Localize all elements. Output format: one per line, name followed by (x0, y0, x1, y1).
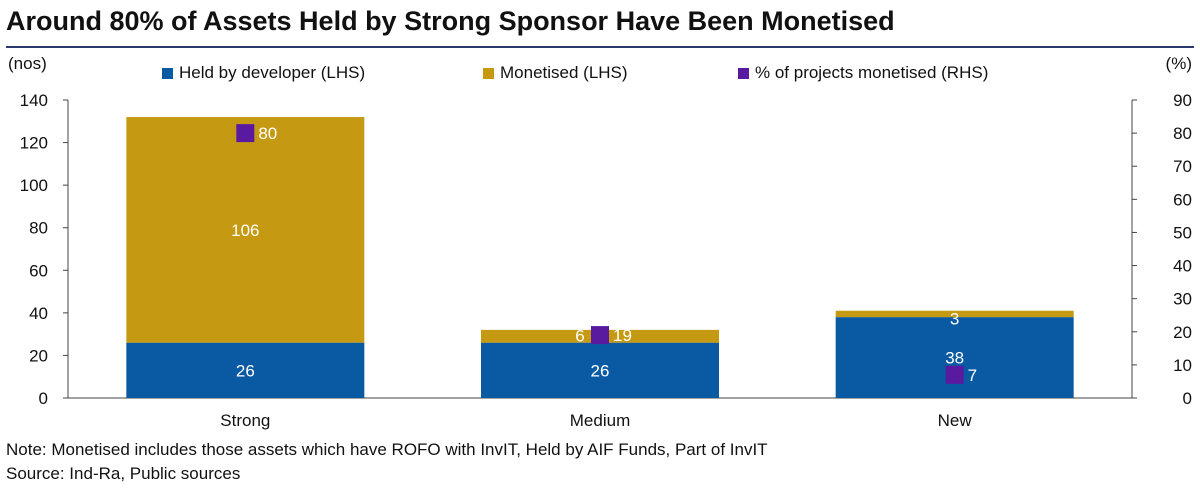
bars-group (126, 117, 1074, 398)
left-tick-label: 40 (29, 304, 48, 323)
data-label-percent-new: 7 (968, 366, 977, 385)
right-tick-label: 0 (1183, 389, 1192, 408)
legend-swatch-monetised (483, 67, 494, 79)
legend-item-monetised: Monetised (LHS) (483, 62, 628, 84)
title-underline (6, 46, 1194, 48)
right-tick-label: 80 (1173, 124, 1192, 143)
right-tick-label: 70 (1173, 157, 1192, 176)
right-tick-label: 20 (1173, 323, 1192, 342)
data-label-monetised-medium: 6 (575, 327, 584, 346)
legend-label-held: Held by developer (LHS) (179, 63, 366, 82)
data-label-held-medium: 26 (591, 361, 610, 380)
bar-held-new (835, 317, 1074, 398)
right-axis-unit: (%) (1165, 54, 1192, 73)
left-tick-label: 100 (20, 176, 48, 195)
left-tick-label: 120 (20, 134, 48, 153)
left-tick-label: 0 (39, 389, 48, 408)
data-label-percent-strong: 80 (258, 124, 277, 143)
bar-held-medium (481, 342, 719, 398)
markers-group (236, 124, 964, 384)
left-axis-unit: (nos) (8, 54, 47, 73)
left-tick-label: 80 (29, 219, 48, 238)
legend-label-percent: % of projects monetised (RHS) (755, 63, 989, 82)
right-tick-label: 50 (1173, 223, 1192, 242)
left-tick-label: 20 (29, 346, 48, 365)
data-label-percent-medium: 19 (613, 326, 632, 345)
marker-percent-strong (236, 124, 255, 143)
chart-note: Note: Monetised includes those assets wh… (6, 440, 768, 459)
chart-title: Around 80% of Assets Held by Strong Spon… (6, 6, 895, 36)
bar-held-strong (126, 342, 365, 398)
right-tick-label: 90 (1173, 91, 1192, 110)
right-tick-label: 10 (1173, 356, 1192, 375)
bar-monetised-strong (126, 117, 365, 343)
category-label-strong: Strong (220, 411, 270, 430)
right-tick-label: 40 (1173, 257, 1192, 276)
data-label-held-strong: 26 (236, 361, 255, 380)
legend-item-percent: % of projects monetised (RHS) (738, 62, 988, 84)
category-label-new: New (938, 411, 973, 430)
left-tick-label: 140 (20, 91, 48, 110)
axes-group: 0 20 40 60 80 100 120 140 0 10 20 30 40 50 60 70 80 90 (20, 91, 1192, 408)
data-label-held-new: 38 (945, 349, 964, 368)
right-tick-label: 60 (1173, 190, 1192, 209)
legend-swatch-held (162, 67, 173, 79)
left-tick-label: 60 (29, 261, 48, 280)
marker-percent-medium (591, 326, 609, 345)
data-label-monetised-new: 3 (950, 310, 959, 329)
marker-percent-new (945, 365, 964, 384)
legend-label-monetised: Monetised (LHS) (500, 63, 628, 82)
category-label-medium: Medium (570, 411, 630, 430)
right-tick-label: 30 (1173, 290, 1192, 309)
chart-plot: 0 20 40 60 80 100 120 140 0 10 20 30 40 50 60 70 80 90 St… (20, 91, 1192, 430)
title-bar: Around 80% of Assets Held by Strong Spon… (0, 0, 1200, 48)
legend-item-held: Held by developer (LHS) (162, 62, 365, 84)
bar-monetised-new (835, 310, 1074, 318)
legend: Held by developer (LHS) Monetised (LHS) … (0, 62, 1200, 84)
data-label-monetised-strong: 106 (231, 221, 259, 240)
data-labels-group: Strong 26 106 80 Medium 26 6 19 New 38 3 7 (220, 124, 977, 430)
chart-source: Source: Ind-Ra, Public sources (6, 464, 241, 483)
legend-swatch-percent (738, 67, 749, 79)
